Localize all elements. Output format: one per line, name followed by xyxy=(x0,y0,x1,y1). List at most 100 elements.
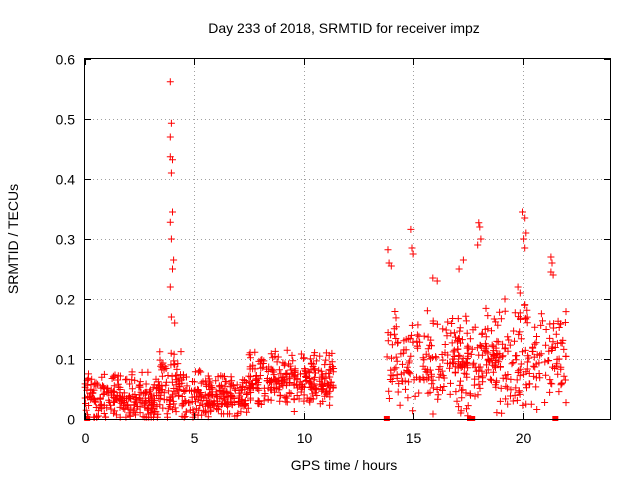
data-point xyxy=(170,350,178,358)
data-point xyxy=(293,392,301,399)
data-point xyxy=(390,325,398,333)
data-point xyxy=(497,384,505,392)
data-point xyxy=(110,388,118,396)
data-point xyxy=(553,339,561,347)
data-point xyxy=(447,379,454,387)
data-point xyxy=(194,411,202,419)
data-point xyxy=(531,363,539,371)
data-point xyxy=(392,364,400,372)
data-point xyxy=(426,366,434,374)
data-point xyxy=(306,355,314,363)
data-point xyxy=(397,350,405,358)
data-point xyxy=(423,307,431,315)
data-point xyxy=(318,386,326,394)
data-point xyxy=(426,341,434,349)
data-point xyxy=(502,382,510,390)
data-point xyxy=(475,219,483,227)
data-point xyxy=(92,398,100,406)
data-point xyxy=(492,383,500,391)
data-point xyxy=(166,218,174,226)
data-point xyxy=(533,351,541,359)
data-point xyxy=(511,337,518,345)
data-point xyxy=(88,389,96,397)
data-point xyxy=(192,405,200,413)
data-point xyxy=(94,380,102,388)
data-point xyxy=(280,361,288,369)
data-point xyxy=(462,389,470,397)
data-point xyxy=(146,399,154,407)
data-point xyxy=(317,367,325,375)
data-point xyxy=(162,378,170,386)
data-point xyxy=(330,365,338,372)
data-point xyxy=(523,384,530,392)
data-point xyxy=(156,356,164,364)
data-point xyxy=(429,384,437,392)
data-point xyxy=(98,373,106,381)
data-point xyxy=(129,407,137,415)
data-point xyxy=(405,378,413,386)
data-point xyxy=(475,373,483,381)
data-point xyxy=(516,309,524,317)
data-point xyxy=(111,371,119,379)
data-point xyxy=(555,388,563,396)
data-point xyxy=(388,341,396,349)
data-point xyxy=(169,265,176,273)
data-point xyxy=(516,365,524,373)
data-point xyxy=(470,381,478,389)
data-point xyxy=(283,346,291,354)
data-point xyxy=(312,357,320,365)
data-point xyxy=(196,367,204,375)
data-point xyxy=(87,381,95,388)
data-point xyxy=(542,326,550,333)
data-point xyxy=(317,380,325,388)
data-point xyxy=(455,335,463,342)
data-point xyxy=(546,388,554,396)
data-point xyxy=(148,400,155,408)
data-point xyxy=(442,326,450,334)
data-point xyxy=(194,368,202,376)
data-point xyxy=(322,356,330,364)
data-point xyxy=(494,338,502,346)
zero-data-point xyxy=(552,416,559,421)
data-point xyxy=(219,389,227,397)
data-point xyxy=(450,353,458,360)
data-point xyxy=(156,401,164,409)
data-point xyxy=(452,333,459,341)
data-point xyxy=(448,320,456,327)
data-point xyxy=(509,397,517,405)
data-point xyxy=(478,351,486,359)
data-point xyxy=(476,341,484,349)
data-point xyxy=(207,382,215,390)
data-point xyxy=(428,380,436,388)
data-point xyxy=(92,382,100,390)
data-point xyxy=(443,332,451,340)
data-point xyxy=(499,340,507,348)
data-point xyxy=(400,369,408,377)
data-point xyxy=(521,244,529,252)
data-point xyxy=(164,405,172,413)
data-point xyxy=(561,376,569,384)
data-point xyxy=(131,376,139,384)
data-point xyxy=(175,385,183,393)
data-point xyxy=(537,310,545,318)
data-point xyxy=(514,283,522,291)
data-point xyxy=(194,386,202,393)
data-point xyxy=(182,408,190,416)
data-point xyxy=(276,392,284,400)
data-point xyxy=(109,372,117,380)
data-point xyxy=(471,392,479,400)
data-point xyxy=(323,390,331,398)
data-point xyxy=(388,354,395,362)
data-point xyxy=(179,374,187,382)
data-point xyxy=(154,410,162,418)
data-point xyxy=(457,407,465,415)
data-point xyxy=(517,335,525,343)
data-point xyxy=(207,407,215,415)
data-point xyxy=(270,371,278,379)
data-point xyxy=(142,380,150,388)
data-point xyxy=(408,321,416,329)
data-point xyxy=(206,379,214,387)
data-point xyxy=(448,339,456,347)
data-point xyxy=(210,397,218,405)
data-point xyxy=(484,366,492,374)
